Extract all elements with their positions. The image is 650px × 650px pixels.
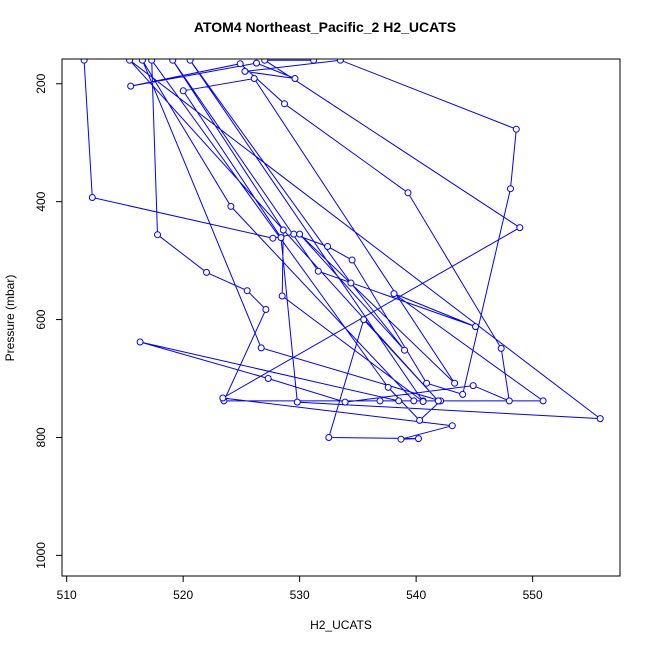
data-point [136, 338, 144, 346]
y-tick-label: 1000 [34, 542, 48, 569]
data-point [459, 390, 467, 398]
y-tick-label: 800 [34, 427, 48, 447]
data-point [325, 434, 333, 441]
data-point [404, 189, 412, 197]
series-layer [80, 59, 604, 443]
data-point [448, 422, 456, 430]
x-tick-label: 530 [290, 588, 310, 602]
data-point [278, 292, 286, 300]
data-point [241, 67, 249, 75]
data-point [497, 344, 505, 352]
data-point [401, 346, 408, 354]
data-point [169, 59, 177, 64]
data-point [419, 398, 427, 405]
data-point [384, 383, 392, 391]
data-point [397, 435, 405, 443]
data-point [410, 397, 418, 405]
plot-frame [61, 58, 621, 577]
series-line [83, 59, 602, 440]
data-point [341, 398, 349, 406]
y-axis-label: Pressure (mbar) [3, 274, 17, 362]
data-point [138, 59, 146, 64]
data-point [395, 397, 403, 405]
data-point [88, 194, 96, 201]
data-point [469, 382, 477, 390]
data-point [262, 306, 270, 313]
data-point [314, 267, 322, 275]
y-tick-label: 200 [34, 73, 48, 93]
data-point [269, 234, 277, 242]
data-point [219, 394, 227, 402]
x-tick-label: 540 [406, 588, 426, 602]
data-point [203, 268, 210, 276]
data-point [291, 75, 299, 82]
x-axis-label: H2_UCATS [310, 618, 372, 632]
data-point [80, 59, 88, 64]
data-point [154, 231, 161, 239]
data-point [348, 256, 356, 264]
data-point [281, 100, 288, 108]
data-point [416, 416, 424, 424]
data-point [336, 59, 344, 64]
data-point [264, 375, 272, 382]
data-point [257, 344, 265, 352]
data-point [243, 287, 251, 295]
data-point [451, 379, 459, 387]
data-point [472, 323, 479, 331]
data-point [148, 59, 156, 64]
data-point [505, 397, 513, 405]
data-point [360, 316, 368, 324]
data-point [434, 397, 442, 405]
y-tick-label: 600 [34, 309, 48, 329]
x-tick-label: 520 [173, 588, 193, 602]
data-point [347, 279, 355, 287]
x-tick-label: 550 [523, 588, 543, 602]
data-point [516, 224, 524, 232]
data-point [186, 59, 194, 64]
data-point [415, 435, 422, 443]
data-point [293, 398, 301, 406]
data-point [324, 243, 332, 250]
data-point [250, 75, 258, 82]
data-point [261, 59, 269, 64]
data-point [279, 226, 287, 234]
data-point [127, 82, 135, 90]
data-point [376, 397, 384, 405]
data-point [290, 230, 298, 238]
data-point [423, 379, 431, 387]
data-point [507, 185, 514, 193]
x-axis: 510 520 530 540 550 [57, 575, 543, 602]
data-point [296, 230, 304, 238]
data-point [236, 60, 244, 68]
data-point [390, 290, 398, 298]
data-point [253, 59, 260, 67]
data-point [310, 59, 318, 64]
y-tick-label: 400 [34, 191, 48, 211]
chart-title: ATOM4 Northeast_Pacific_2 H2_UCATS [193, 19, 457, 35]
x-tick-label: 510 [57, 588, 77, 602]
data-point [596, 415, 604, 423]
data-point [277, 234, 285, 242]
data-point [512, 125, 520, 133]
data-point [539, 397, 547, 405]
y-axis: 200 400 600 800 1000 [34, 73, 63, 569]
data-point [227, 202, 235, 210]
data-point [179, 87, 187, 95]
data-point [126, 59, 134, 64]
